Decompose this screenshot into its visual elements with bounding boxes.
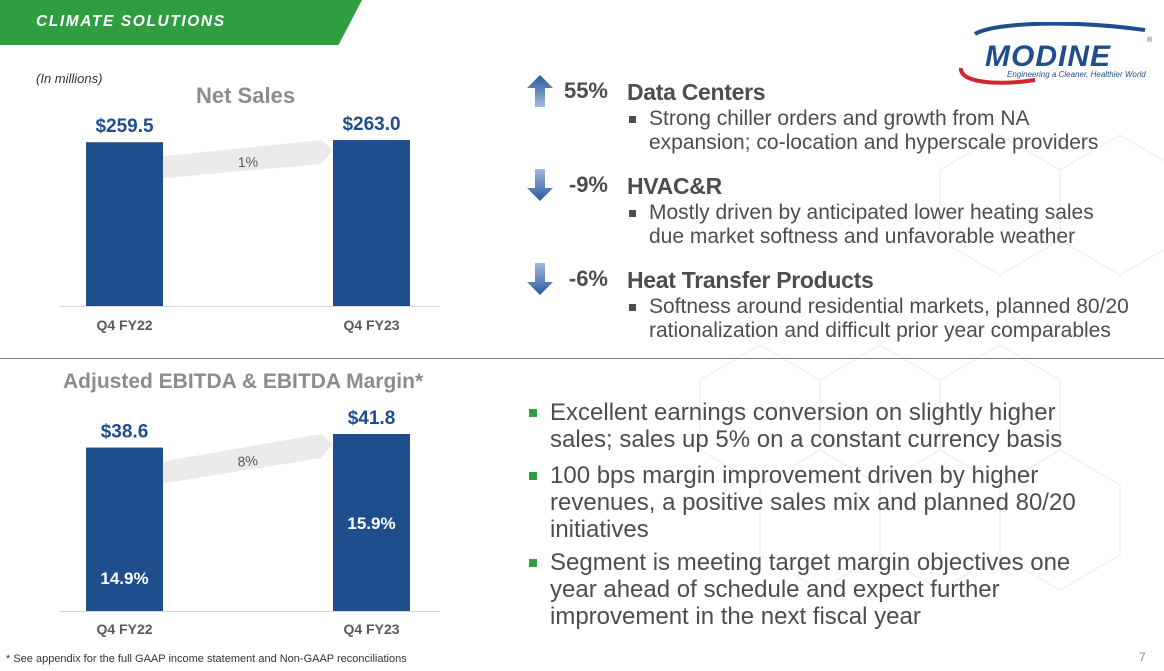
- segment-detail: Strong chiller orders and growth from NA…: [649, 107, 1098, 155]
- green-bullet-icon: [529, 409, 537, 417]
- ebitda-category-label-0: Q4 FY22: [96, 621, 152, 637]
- segment-pct: 55%: [563, 78, 608, 103]
- segment-pct: -6%: [568, 266, 608, 291]
- modine-logo: MODINE ® Engineering a Cleaner, Healthie…: [959, 22, 1153, 85]
- charts-canvas: 1% $259.5 $263.0 Q4 FY22 Q4 FY23 8% $38.6 $41.8…: [60, 114, 440, 637]
- net-sales-value-label-0: $259.5: [95, 116, 154, 137]
- highlight-line: Segment is meeting target margin objecti…: [550, 549, 1071, 576]
- ebitda-margin-label-0: 14.9%: [100, 569, 148, 588]
- highlight-line: revenues, a positive sales mix and plann…: [550, 489, 1076, 516]
- logo-tagline: Engineering a Cleaner, Healthier World: [1007, 70, 1146, 79]
- highlight-text: Segment is meeting target margin objecti…: [550, 549, 1070, 630]
- section-divider: [0, 358, 1164, 359]
- net-sales-chart: 1% $259.5 $263.0 Q4 FY22 Q4 FY23: [60, 114, 440, 333]
- net-sales-category-label-1: Q4 FY23: [343, 317, 399, 333]
- ebitda-margin-label-1: 15.9%: [347, 514, 395, 533]
- net-sales-value-label-1: $263.0: [342, 114, 400, 135]
- arrow-down-icon: [527, 263, 553, 295]
- net-sales-title: Net Sales: [196, 83, 296, 108]
- segment-pct: -9%: [568, 172, 608, 197]
- net-sales-category-label-0: Q4 FY22: [96, 317, 152, 333]
- net-sales-bar-0: [86, 142, 163, 306]
- segment-detail-line: Softness around residential markets, pla…: [649, 295, 1129, 318]
- highlight-line: Excellent earnings conversion on slightl…: [550, 399, 1056, 426]
- ebitda-title: Adjusted EBITDA & EBITDA Margin*: [63, 370, 424, 393]
- ebitda-growth-label: 8%: [237, 452, 258, 470]
- net-sales-growth-arrow: [163, 140, 333, 179]
- highlight-line: improvement in the next fiscal year: [550, 603, 921, 630]
- green-bullet-icon: [529, 472, 537, 480]
- footnote: * See appendix for the full GAAP income …: [6, 653, 407, 665]
- square-bullet-icon: [629, 210, 636, 217]
- square-bullet-icon: [629, 116, 636, 123]
- green-bullet-icon: [529, 559, 537, 567]
- segment-detail-line: Strong chiller orders and growth from NA: [649, 107, 1030, 130]
- ebitda-chart: 8% $38.6 $41.8 14.9% 15.9% Q4 FY22 Q4 FY23: [60, 408, 440, 637]
- highlight-line: 100 bps margin improvement driven by hig…: [550, 462, 1039, 489]
- segment-detail: Mostly driven by anticipated lower heati…: [649, 201, 1094, 249]
- page-number: 7: [1139, 650, 1146, 664]
- segment-detail-line: due market softness and unfavorable weat…: [649, 225, 1076, 248]
- square-bullet-icon: [629, 304, 636, 311]
- segment-name: Heat Transfer Products: [627, 267, 874, 293]
- segment-detail-line: expansion; co-location and hyperscale pr…: [649, 131, 1099, 154]
- logo-registered-mark: ®: [1147, 36, 1153, 44]
- highlight-line: initiatives: [550, 516, 649, 543]
- ebitda-value-label-1: $41.8: [348, 408, 396, 429]
- ebitda-bar-1: [333, 434, 410, 611]
- net-sales-growth-label: 1%: [238, 154, 259, 171]
- highlight-line: sales; sales up 5% on a constant currenc…: [550, 426, 1063, 453]
- highlight-text: Excellent earnings conversion on slightl…: [550, 399, 1062, 453]
- segment-detail-line: rationalization and difficult prior year…: [649, 319, 1111, 342]
- segment-detail-line: Mostly driven by anticipated lower heati…: [649, 201, 1094, 224]
- ebitda-growth-arrow: [163, 434, 333, 484]
- ebitda-category-label-1: Q4 FY23: [343, 621, 399, 637]
- highlight-text: 100 bps margin improvement driven by hig…: [550, 462, 1076, 543]
- segment-name: HVAC&R: [627, 173, 722, 199]
- segment-name: Data Centers: [627, 79, 766, 105]
- units-note: (In millions): [36, 71, 103, 86]
- logo-wordmark: MODINE: [985, 40, 1111, 73]
- ebitda-bar-0: [86, 447, 163, 611]
- arrow-up-icon: [527, 75, 553, 107]
- segment-detail: Softness around residential markets, pla…: [649, 295, 1129, 343]
- net-sales-bar-1: [333, 140, 410, 306]
- section-banner: [0, 0, 362, 45]
- ebitda-value-label-0: $38.6: [101, 422, 149, 443]
- arrow-down-icon: [527, 169, 553, 201]
- highlight-line: year ahead of schedule and expect furthe…: [550, 576, 1000, 603]
- section-title: CLIMATE SOLUTIONS: [36, 13, 226, 30]
